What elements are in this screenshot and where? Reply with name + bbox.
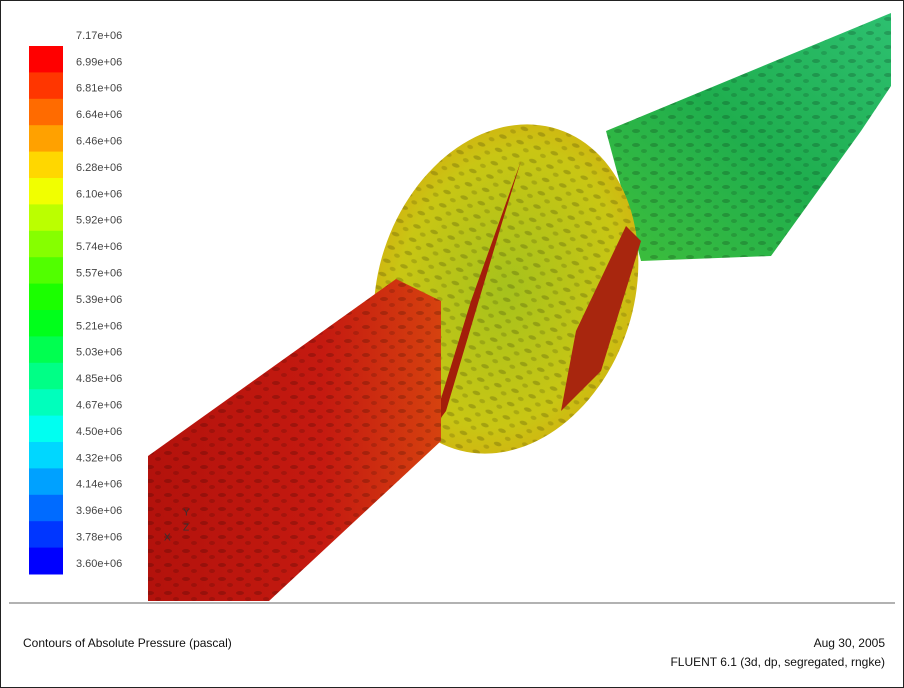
color-swatch <box>29 230 63 258</box>
geometry <box>148 13 891 601</box>
colorbar-label: 5.92e+06 <box>76 215 122 227</box>
colorbar-label: 6.28e+06 <box>76 162 122 174</box>
colorbar-label: 6.99e+06 <box>76 56 122 68</box>
colorbar-label: 5.57e+06 <box>76 268 122 280</box>
colorbar-label: 3.60e+06 <box>76 558 122 570</box>
colorbar-label: 3.78e+06 <box>76 532 122 544</box>
solver-info: FLUENT 6.1 (3d, dp, segregated, rngke) <box>670 655 885 669</box>
color-swatch <box>29 415 63 443</box>
colorbar: 7.17e+06 6.99e+06 6.81e+06 6.64e+06 6.46e+06… <box>29 30 122 575</box>
colorbar-label: 4.14e+06 <box>76 479 122 491</box>
colorbar-label: 4.50e+06 <box>76 426 122 438</box>
color-swatch <box>29 336 63 364</box>
colorbar-label: 3.96e+06 <box>76 505 122 517</box>
colorbar-label: 6.81e+06 <box>76 83 122 95</box>
colorbar-label: 5.03e+06 <box>76 347 122 359</box>
colorbar-label: 5.39e+06 <box>76 294 122 306</box>
colorbar-label: 6.10e+06 <box>76 188 122 200</box>
axis-label: Z <box>183 523 189 534</box>
color-swatch <box>29 257 63 285</box>
color-swatch <box>29 442 63 469</box>
color-swatch <box>29 494 63 522</box>
color-swatch <box>29 178 63 205</box>
colorbar-label: 6.64e+06 <box>76 109 122 121</box>
color-swatch <box>29 98 63 126</box>
colorbar-label: 4.32e+06 <box>76 452 122 464</box>
colorbar-label: 5.21e+06 <box>76 320 122 332</box>
axis-label: X <box>164 533 171 544</box>
colorbar-label: 5.74e+06 <box>76 241 122 253</box>
color-swatch <box>29 151 63 179</box>
colorbar-label: 4.67e+06 <box>76 400 122 412</box>
color-swatch <box>29 283 63 311</box>
axis-triad: Y Z X <box>164 508 190 544</box>
colorbar-label: 7.17e+06 <box>76 30 122 42</box>
color-swatch <box>29 310 63 337</box>
color-swatch <box>29 362 63 390</box>
plot-title: Contours of Absolute Pressure (pascal) <box>23 636 232 650</box>
color-swatch <box>29 547 63 575</box>
color-swatch <box>29 125 63 153</box>
color-swatch <box>29 468 63 496</box>
colorbar-label: 6.46e+06 <box>76 136 122 148</box>
color-swatch <box>29 72 63 100</box>
axis-label: Y <box>183 508 190 519</box>
date: Aug 30, 2005 <box>814 636 886 650</box>
color-swatch <box>29 46 63 73</box>
color-swatch <box>29 204 63 232</box>
color-swatch <box>29 521 63 549</box>
color-swatch <box>29 389 63 417</box>
colorbar-label: 4.85e+06 <box>76 373 122 385</box>
